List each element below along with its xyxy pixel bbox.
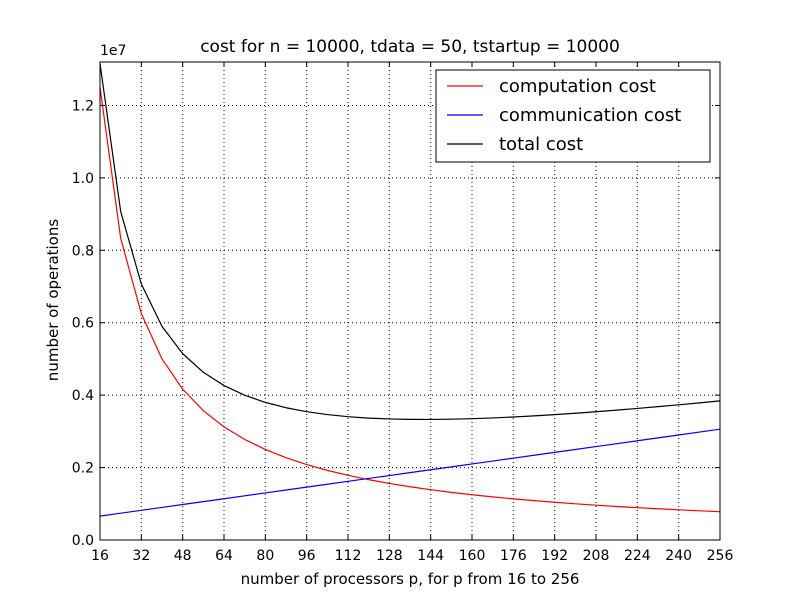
- x-tick-label: 96: [298, 548, 316, 564]
- y-axis-label: number of operations: [44, 219, 62, 382]
- series-line-1: [99, 428, 721, 517]
- plot-lines: [99, 63, 721, 517]
- y-tick-label: 0.2: [72, 461, 94, 477]
- legend: computation cost communication cost total …: [435, 69, 711, 163]
- x-tick-label: 112: [335, 548, 362, 564]
- x-tick-label: 80: [256, 548, 274, 564]
- x-tick-label: 192: [541, 548, 568, 564]
- x-axis-ticks: 16 32 48 64 80 96 112 128 144 160 176 192 208 224 240 2…: [91, 62, 733, 564]
- x-axis-label: number of processors p, for p from 16 to…: [241, 570, 580, 588]
- x-tick-label: 32: [132, 548, 150, 564]
- x-tick-label: 64: [215, 548, 233, 564]
- x-tick-label: 48: [174, 548, 192, 564]
- x-tick-label: 240: [665, 548, 692, 564]
- y-tick-label: 0.0: [72, 533, 94, 549]
- y-axis-ticks: 0.0 0.2 0.4 0.6 0.8 1.0 1.2: [72, 98, 720, 549]
- y-tick-label: 0.4: [72, 388, 94, 404]
- x-tick-label: 224: [624, 548, 651, 564]
- legend-label-1: communication cost: [499, 105, 681, 126]
- y-tick-label: 0.8: [72, 243, 94, 259]
- chart-title: cost for n = 10000, tdata = 50, tstartup…: [200, 37, 620, 57]
- x-tick-label: 144: [417, 548, 444, 564]
- series-line-0: [99, 87, 721, 513]
- legend-label-0: computation cost: [499, 76, 656, 97]
- y-tick-label: 1.0: [72, 171, 94, 187]
- x-tick-label: 208: [583, 548, 610, 564]
- y-offset-label: 1e7: [100, 43, 126, 59]
- x-tick-label: 16: [91, 548, 109, 564]
- legend-label-2: total cost: [499, 134, 583, 155]
- x-tick-label: 176: [500, 548, 527, 564]
- y-tick-label: 0.6: [72, 316, 94, 332]
- legend-box: [435, 69, 711, 163]
- x-tick-label: 256: [707, 548, 734, 564]
- plot-frame: [99, 61, 721, 541]
- x-tick-label: 128: [376, 548, 403, 564]
- x-tick-label: 160: [459, 548, 486, 564]
- series-line-2: [99, 63, 721, 421]
- y-tick-label: 1.2: [72, 98, 94, 114]
